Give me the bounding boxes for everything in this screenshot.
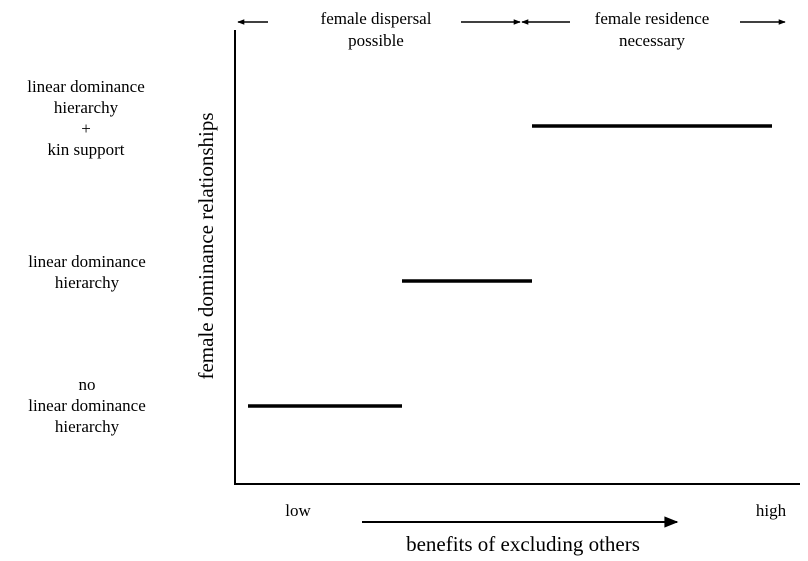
y-axis-title: female dominance relationships bbox=[194, 112, 218, 379]
x-low-label: low bbox=[285, 501, 311, 520]
level-none-line-1: no bbox=[79, 375, 96, 394]
x-axis-title: benefits of excluding others bbox=[406, 532, 640, 556]
region-dispersal-line-2: possible bbox=[348, 31, 404, 50]
region-residence-line-2: necessary bbox=[619, 31, 686, 50]
level-kin-line-2: hierarchy bbox=[54, 98, 119, 117]
level-none-line-2: linear dominance bbox=[28, 396, 146, 415]
level-linear-line-2: hierarchy bbox=[55, 273, 120, 292]
region-residence-line-1: female residence bbox=[595, 9, 710, 28]
level-kin-line-4: kin support bbox=[48, 140, 125, 159]
level-kin-line-1: linear dominance bbox=[27, 77, 145, 96]
level-linear-line-1: linear dominance bbox=[28, 252, 146, 271]
level-kin-line-3: + bbox=[81, 119, 91, 138]
region-dispersal-line-1: female dispersal bbox=[321, 9, 432, 28]
level-none-line-3: hierarchy bbox=[55, 417, 120, 436]
x-high-label: high bbox=[756, 501, 787, 520]
